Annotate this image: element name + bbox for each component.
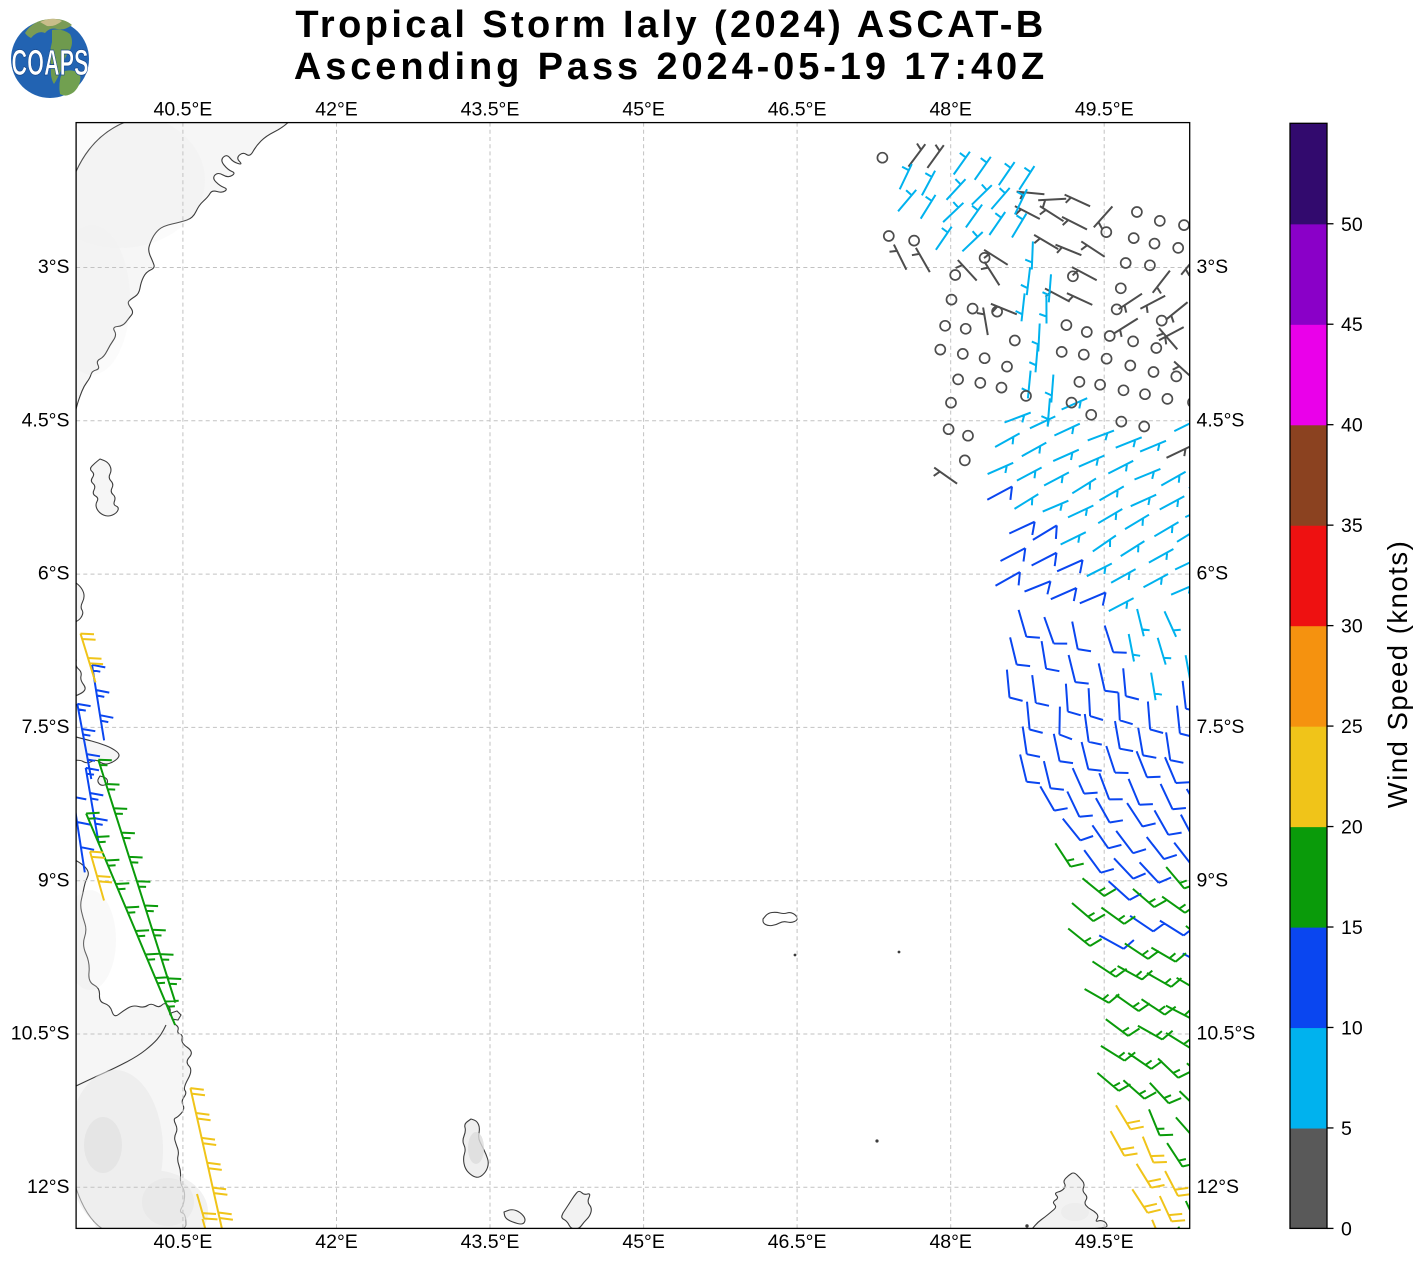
svg-text:48°E: 48°E — [929, 1231, 972, 1253]
svg-text:7.5°S: 7.5°S — [1197, 716, 1245, 738]
svg-text:12°S: 12°S — [1197, 1176, 1240, 1198]
svg-text:6°S: 6°S — [38, 563, 70, 585]
svg-text:4.5°S: 4.5°S — [1197, 409, 1245, 431]
svg-text:40.5°E: 40.5°E — [154, 1231, 213, 1253]
svg-text:7.5°S: 7.5°S — [22, 716, 70, 738]
svg-text:43.5°E: 43.5°E — [461, 99, 520, 121]
svg-text:4.5°S: 4.5°S — [22, 409, 70, 431]
svg-text:5: 5 — [1341, 1118, 1352, 1140]
svg-text:9°S: 9°S — [38, 869, 70, 891]
svg-text:COAPS: COAPS — [12, 42, 89, 83]
svg-text:0: 0 — [1341, 1218, 1352, 1240]
svg-text:45: 45 — [1341, 314, 1363, 336]
svg-text:10.5°S: 10.5°S — [11, 1023, 70, 1045]
svg-text:43.5°E: 43.5°E — [461, 1231, 520, 1253]
svg-text:46.5°E: 46.5°E — [768, 99, 827, 121]
svg-text:45°E: 45°E — [622, 99, 665, 121]
svg-text:15: 15 — [1341, 917, 1363, 939]
svg-text:48°E: 48°E — [929, 99, 972, 121]
svg-text:46.5°E: 46.5°E — [768, 1231, 827, 1253]
svg-text:Tropical Storm Ialy (2024) ASC: Tropical Storm Ialy (2024) ASCAT-B — [295, 4, 1046, 46]
svg-text:10.5°S: 10.5°S — [1197, 1023, 1256, 1045]
svg-text:30: 30 — [1341, 616, 1363, 638]
svg-text:45°E: 45°E — [622, 1231, 665, 1253]
svg-text:9°S: 9°S — [1197, 869, 1229, 891]
svg-text:10: 10 — [1341, 1017, 1363, 1039]
svg-text:3°S: 3°S — [1197, 256, 1229, 278]
svg-text:40.5°E: 40.5°E — [154, 99, 213, 121]
svg-text:25: 25 — [1341, 716, 1363, 738]
svg-text:50: 50 — [1341, 214, 1363, 236]
svg-text:35: 35 — [1341, 515, 1363, 537]
svg-text:3°S: 3°S — [38, 256, 70, 278]
svg-text:Wind Speed (knots): Wind Speed (knots) — [1382, 540, 1413, 809]
svg-text:42°E: 42°E — [315, 1231, 358, 1253]
svg-text:42°E: 42°E — [315, 99, 358, 121]
svg-text:6°S: 6°S — [1197, 563, 1229, 585]
svg-text:Ascending Pass 2024-05-19 17:4: Ascending Pass 2024-05-19 17:40Z — [294, 46, 1048, 88]
svg-text:20: 20 — [1341, 817, 1363, 839]
svg-text:40: 40 — [1341, 415, 1363, 437]
svg-text:49.5°E: 49.5°E — [1075, 1231, 1134, 1253]
svg-text:12°S: 12°S — [27, 1176, 70, 1198]
svg-text:49.5°E: 49.5°E — [1075, 99, 1134, 121]
